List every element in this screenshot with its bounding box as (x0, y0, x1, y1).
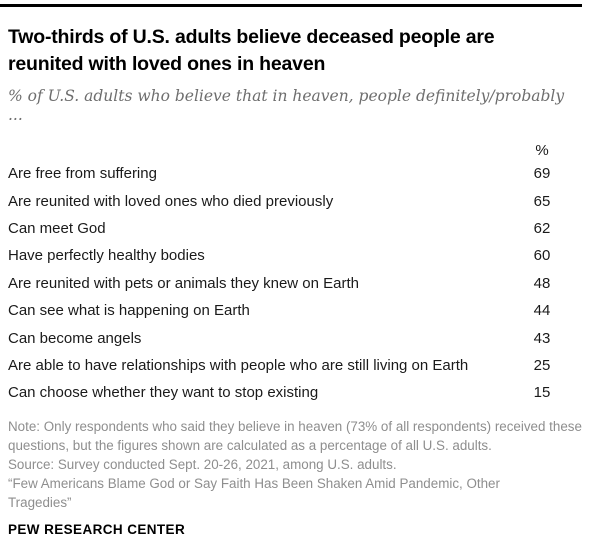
table-row: Have perfectly healthy bodies 60 (8, 242, 600, 269)
top-rule (0, 4, 582, 7)
report-title-text: “Few Americans Blame God or Say Faith Ha… (8, 476, 500, 511)
table-row: Are free from suffering 69 (8, 160, 600, 187)
table-header-row: % (8, 140, 600, 160)
row-label: Are reunited with loved ones who died pr… (8, 192, 334, 210)
table-row: Can choose whether they want to stop exi… (8, 379, 600, 406)
table-row: Can become angels 43 (8, 324, 600, 351)
note-text: Note: Only respondents who said they bel… (8, 418, 582, 453)
notes-block: Note: Only respondents who said they bel… (8, 417, 600, 513)
row-label: Can become angels (8, 329, 142, 347)
row-value: 48 (533, 274, 551, 292)
row-label: Can meet God (8, 219, 106, 237)
stat-table-body: Are free from suffering 69 Are reunited wi… (8, 160, 600, 407)
row-label: Are reunited with pets or animals they k… (8, 274, 360, 292)
table-row: Can see what is happening on Earth 44 (8, 297, 600, 324)
table-row: Are reunited with loved ones who died pr… (8, 187, 600, 214)
table-row: Are able to have relationships with peop… (8, 352, 600, 379)
row-value: 43 (533, 329, 551, 347)
source-text: Source: Survey conducted Sept. 20-26, 20… (8, 456, 397, 472)
chart-subtitle: % of U.S. adults who believe that in hea… (8, 87, 565, 124)
row-value: 15 (533, 384, 551, 402)
row-label: Are free from suffering (8, 165, 157, 183)
row-value: 62 (533, 219, 551, 237)
chart-content: Two-thirds of U.S. adults believe deceas… (0, 24, 600, 537)
row-value: 69 (533, 165, 551, 183)
footer-brand: PEW RESEARCH CENTER (8, 521, 186, 537)
row-label: Have perfectly healthy bodies (8, 247, 205, 265)
stat-table: % Are free from suffering 69 Are reunited … (8, 140, 600, 407)
table-row: Are reunited with pets or animals they k… (8, 270, 600, 297)
percent-column-header: % (535, 141, 549, 159)
table-row: Can meet God 62 (8, 215, 600, 242)
row-value: 25 (533, 356, 551, 374)
row-label: Can see what is happening on Earth (8, 302, 250, 320)
row-value: 44 (533, 302, 551, 320)
row-label: Are able to have relationships with peop… (8, 356, 469, 374)
row-value: 60 (533, 247, 551, 265)
row-value: 65 (533, 192, 551, 210)
row-label: Can choose whether they want to stop exi… (8, 384, 319, 402)
chart-title: Two-thirds of U.S. adults believe deceas… (8, 26, 495, 75)
